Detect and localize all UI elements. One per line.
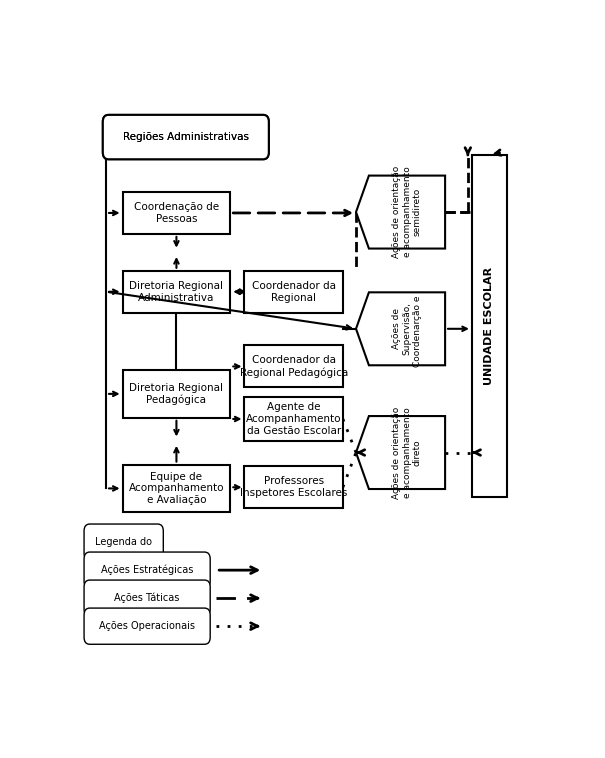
FancyBboxPatch shape bbox=[103, 115, 269, 159]
Text: UNIDADE ESCOLAR: UNIDADE ESCOLAR bbox=[485, 267, 494, 385]
FancyBboxPatch shape bbox=[103, 115, 269, 159]
Text: Coordenação de
Pessoas: Coordenação de Pessoas bbox=[134, 202, 219, 224]
Bar bbox=[244, 271, 343, 313]
FancyBboxPatch shape bbox=[84, 608, 210, 644]
Text: Ações Estratégicas: Ações Estratégicas bbox=[101, 565, 194, 575]
Text: Diretoria Regional
Administrativa: Diretoria Regional Administrativa bbox=[129, 281, 223, 302]
Bar bbox=[122, 370, 231, 418]
Polygon shape bbox=[356, 176, 445, 249]
Text: Regiões Administrativas: Regiões Administrativas bbox=[123, 132, 249, 142]
Bar bbox=[244, 466, 343, 509]
Text: Regiões Administrativas: Regiões Administrativas bbox=[123, 132, 249, 142]
Text: Ações de
Supervisão,
Coordenarção e .: Ações de Supervisão, Coordenarção e . bbox=[392, 290, 422, 368]
Text: Legenda do: Legenda do bbox=[95, 537, 152, 547]
Text: Diretoria Regional
Pedagógica: Diretoria Regional Pedagógica bbox=[129, 383, 223, 405]
Bar bbox=[122, 192, 231, 234]
Polygon shape bbox=[356, 416, 445, 489]
Text: Ações Táticas: Ações Táticas bbox=[114, 593, 180, 603]
Text: Coordenador da
Regional Pedagógica: Coordenador da Regional Pedagógica bbox=[240, 356, 348, 377]
Text: Agente de
Acompanhamento
da Gestão Escolar: Agente de Acompanhamento da Gestão Escol… bbox=[246, 402, 341, 436]
FancyBboxPatch shape bbox=[84, 524, 163, 560]
Bar bbox=[244, 396, 343, 441]
Text: Ações de orientação
e acompanhamento
semidireto: Ações de orientação e acompanhamento sem… bbox=[392, 166, 422, 258]
Text: Ações de orientação
e acompanhamento
direto: Ações de orientação e acompanhamento dir… bbox=[392, 406, 422, 499]
Text: Ações Operacionais: Ações Operacionais bbox=[99, 621, 195, 631]
Text: Equipe de
Acompanhamento
e Avaliação: Equipe de Acompanhamento e Avaliação bbox=[129, 471, 224, 505]
Polygon shape bbox=[356, 293, 445, 365]
FancyBboxPatch shape bbox=[84, 580, 210, 616]
Text: Coordenador da
Regional: Coordenador da Regional bbox=[252, 281, 336, 302]
Bar bbox=[122, 271, 231, 313]
Text: Professores
Inspetores Escolares: Professores Inspetores Escolares bbox=[240, 477, 347, 498]
Bar bbox=[244, 346, 343, 387]
FancyBboxPatch shape bbox=[84, 552, 210, 588]
Bar bbox=[122, 465, 231, 512]
Bar bbox=[472, 155, 507, 496]
